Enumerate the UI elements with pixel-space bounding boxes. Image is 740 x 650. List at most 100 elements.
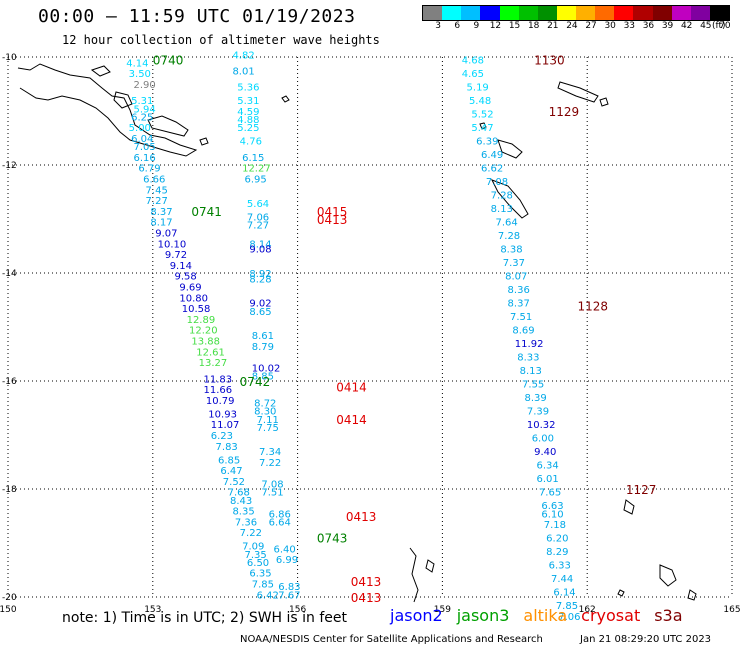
wave-height-value: 6.39: [476, 137, 498, 148]
lon-tick-label: 159: [434, 605, 451, 615]
wave-height-value: 6.79: [138, 164, 160, 175]
wave-height-value: 7.34: [259, 447, 281, 458]
wave-height-value: 8.38: [500, 245, 522, 256]
wave-height-value: 10.58: [182, 304, 211, 315]
wave-height-value: 4.82: [232, 50, 254, 61]
wave-height-value: 9.72: [165, 250, 187, 261]
wave-height-value: 7.68: [228, 488, 250, 499]
pass-time-label: 1128: [578, 299, 609, 313]
wave-height-value: 7.83: [216, 442, 238, 453]
color-scale-label: 18: [527, 21, 540, 31]
wave-height-value: 4.65: [462, 69, 484, 80]
wave-height-value: 12.89: [187, 315, 216, 326]
wave-height-value: 7.27: [247, 220, 269, 231]
color-scale-label: 30: [604, 21, 616, 31]
wave-height-value: 4.76: [240, 137, 262, 148]
wave-height-value: 11.07: [211, 420, 240, 431]
legend-item-s3a: s3a: [654, 606, 683, 625]
wave-height-value: 8.30: [254, 407, 276, 418]
credit-text: NOAA/NESDIS Center for Satellite Applica…: [240, 634, 543, 645]
color-scale-cell: [671, 6, 691, 20]
wave-height-value: 9.69: [179, 283, 201, 294]
wave-height-value: 3.50: [129, 69, 151, 80]
island-dentrecasteaux: [90, 65, 111, 77]
pass-time-label: 0413: [346, 510, 377, 524]
wave-height-value: 6.47: [220, 466, 242, 477]
wave-height-value: 6.83: [278, 582, 300, 593]
wave-height-value: 8.69: [512, 326, 534, 337]
wave-height-value: 6.04: [131, 134, 153, 145]
wave-height-value: 6.40: [273, 544, 295, 555]
wave-height-value: 11.83: [203, 374, 232, 385]
pass-time-label: 0741: [191, 205, 222, 219]
color-scale-bar: [422, 5, 730, 21]
wave-height-value: 8.17: [150, 218, 172, 229]
wave-height-value: 7.18: [544, 520, 566, 531]
wave-height-value: 4.59: [237, 107, 259, 118]
wave-height-value: 6.16: [133, 153, 155, 164]
color-scale-cell: [595, 6, 615, 20]
color-scale-label: 15: [508, 21, 521, 31]
legend-item-altika: altika: [523, 606, 568, 625]
wave-height-value: 10.80: [179, 293, 208, 304]
wave-height-value: 6.20: [546, 534, 568, 545]
island-small-1: [281, 95, 290, 103]
wave-height-value: 7.36: [235, 517, 257, 528]
wave-height-value: 5.52: [471, 110, 493, 121]
wave-height-value: 6.10: [541, 509, 563, 520]
wave-height-value: 9.02: [249, 299, 271, 310]
color-scale-label: 24: [566, 21, 578, 31]
lon-tick-label: 162: [579, 605, 596, 615]
wave-height-value: 7.22: [240, 528, 262, 539]
wave-height-value: 6.23: [211, 431, 233, 442]
wave-height-value: 9.07: [155, 229, 177, 240]
color-scale-cell: [709, 6, 729, 20]
wave-height-value: 5.00: [129, 123, 151, 134]
wave-height-value: 7.45: [146, 185, 168, 196]
lat-tick-label: -10: [2, 53, 17, 63]
color-scale-label: 33: [623, 21, 636, 31]
wave-height-value: 6.33: [549, 561, 571, 572]
island-solomon-small: [599, 97, 609, 107]
wave-height-value: 5.25: [237, 123, 259, 134]
color-scale-unit: (ft): [712, 21, 726, 31]
pass-time-labels: 0740074107420743041504130414041404130413…: [153, 54, 657, 605]
wave-height-value: 11.92: [515, 339, 544, 350]
wave-height-value: 10.32: [527, 420, 556, 431]
color-scale-cell: [480, 6, 500, 20]
wave-height-value: 7.85: [252, 580, 274, 591]
wave-height-value: 13.88: [191, 337, 220, 348]
wave-height-value: 5.31: [131, 96, 153, 107]
island-vanuatu-1: [623, 499, 635, 515]
lat-tick-label: -16: [2, 377, 17, 387]
wave-height-value: 2.90: [133, 80, 155, 91]
wave-height-value: 6.25: [131, 112, 153, 123]
coastline-png-east: [17, 63, 198, 157]
color-scale-cell: [690, 6, 710, 20]
color-scale-cell: [633, 6, 653, 20]
wave-height-value: 12.61: [196, 347, 225, 358]
pass-time-label: 1129: [549, 105, 580, 119]
wave-height-value: 9.14: [170, 261, 192, 272]
wave-height-value: 7.85: [556, 601, 578, 612]
island-chesterfield: [659, 564, 677, 587]
wave-height-tracks: 4.143.502.905.315.946.255.006.047.056.16…: [126, 50, 580, 623]
wave-height-value: 7.55: [522, 380, 544, 391]
color-scale-cell: [499, 6, 519, 20]
wave-height-value: 7.52: [223, 477, 245, 488]
lat-tick-label: -12: [2, 161, 17, 171]
wave-height-value: 7.75: [257, 423, 279, 434]
color-scale-label: 42: [680, 21, 693, 31]
pass-time-label: 1127: [626, 483, 657, 497]
wave-height-value: 5.19: [467, 83, 489, 94]
wave-height-value: 6.49: [481, 150, 503, 161]
wave-height-value: 9.40: [534, 447, 556, 458]
wave-height-value: 7.35: [245, 550, 267, 561]
satellite-legend: jason2 jason3 altika cryosat s3a: [390, 606, 697, 625]
lon-tick-label: 150: [0, 605, 17, 615]
map-note: note: 1) Time is in UTC; 2) SWH is in fe…: [62, 610, 348, 626]
wave-height-value: 6.66: [143, 175, 165, 186]
wave-height-value: 8.39: [524, 393, 546, 404]
color-scale-label: 12: [489, 21, 502, 31]
